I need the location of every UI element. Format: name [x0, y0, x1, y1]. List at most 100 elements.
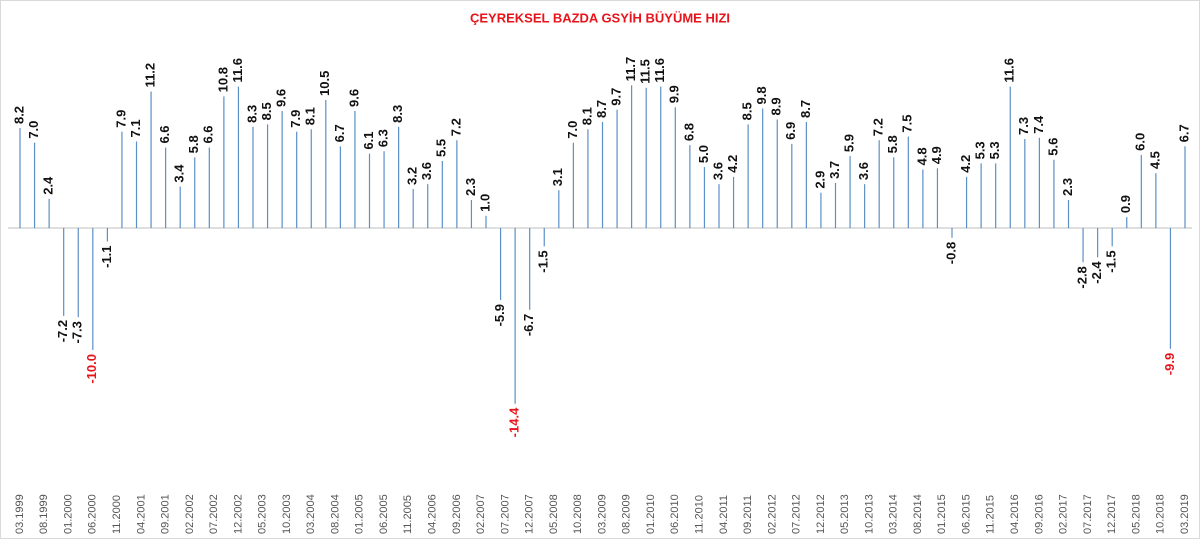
value-label: 2.9 [812, 171, 827, 189]
x-tick-label: 05.2008 [548, 494, 560, 534]
value-label: 7.3 [1016, 117, 1031, 135]
value-label: -2.4 [1089, 261, 1104, 284]
x-tick-label: 12.2017 [1106, 494, 1118, 534]
x-tick-label: 05.2003 [257, 494, 269, 534]
value-label: 11.7 [623, 57, 638, 82]
x-tick-label: 08.2009 [621, 494, 633, 534]
value-label: 4.8 [914, 147, 929, 165]
x-tick-label: 08.1999 [38, 494, 50, 534]
value-label: 6.7 [1176, 124, 1191, 142]
value-label: 8.7 [594, 100, 609, 118]
x-tick-label: 01.2005 [354, 494, 366, 534]
x-tick-label: 10.2018 [1155, 494, 1167, 534]
value-label: -2.8 [1075, 266, 1090, 288]
x-tick-label: 04.2006 [427, 494, 439, 534]
value-label: 9.6 [274, 89, 289, 107]
value-label: 5.6 [1045, 138, 1060, 156]
value-label: 2.3 [1060, 178, 1075, 196]
value-label: 6.6 [157, 125, 172, 143]
value-label: 4.5 [1147, 151, 1162, 169]
x-tick-label: 01.2010 [645, 494, 657, 534]
value-label: 10.5 [317, 71, 332, 96]
value-label: 9.7 [609, 88, 624, 106]
value-label: -5.9 [492, 304, 507, 326]
value-label: 6.8 [681, 123, 696, 141]
value-label: 6.7 [332, 124, 347, 142]
x-tick-label: 02.2007 [475, 494, 487, 534]
value-label: 2.4 [41, 176, 56, 195]
x-tick-label: 12.2007 [524, 494, 536, 534]
value-label: 3.4 [172, 164, 187, 183]
value-label: -1.5 [1104, 250, 1119, 272]
value-label: 7.0 [26, 121, 41, 139]
value-label: 5.9 [842, 134, 857, 152]
x-tick-label: 01.2015 [936, 494, 948, 534]
x-tick-label: 10.2013 [863, 494, 875, 534]
value-label: 9.6 [346, 89, 361, 107]
x-tick-label: 01.2000 [62, 494, 74, 534]
value-label: -7.3 [70, 321, 85, 343]
x-tick-label: 03.2014 [888, 494, 900, 534]
chart-title: ÇEYREKSEL BAZDA GSYİH BÜYÜME HIZI [470, 10, 730, 25]
value-label: 7.2 [448, 118, 463, 136]
value-label: 6.3 [376, 129, 391, 147]
value-label: 0.9 [1118, 195, 1133, 213]
x-tick-label: 04.2011 [718, 495, 730, 534]
value-label: 4.2 [958, 155, 973, 173]
x-tick-label: 03.2019 [1179, 494, 1191, 534]
value-label: 11.5 [638, 59, 653, 84]
x-tick-label: 05.2018 [1130, 494, 1142, 534]
x-tick-label: 09.2016 [1033, 494, 1045, 534]
value-label: -6.7 [521, 314, 536, 336]
value-label: -1.1 [99, 245, 114, 267]
x-tick-label: 10.2008 [572, 494, 584, 534]
x-tick-label: 08.2014 [912, 494, 924, 534]
x-tick-label: 02.2017 [1058, 494, 1070, 534]
value-label: 3.2 [405, 167, 420, 185]
value-label: 3.6 [710, 162, 725, 180]
value-label: 9.9 [667, 85, 682, 103]
value-label: 7.0 [565, 121, 580, 139]
value-label: 10.8 [215, 67, 230, 92]
value-label: 8.1 [303, 107, 318, 125]
x-tick-label: 05.2013 [839, 494, 851, 534]
value-label: -10.0 [84, 354, 99, 384]
x-tick-label: 12.2002 [232, 494, 244, 534]
value-label: 3.6 [419, 162, 434, 180]
x-tick-label: 11.2010 [693, 495, 705, 534]
value-label: 5.5 [434, 139, 449, 157]
x-tick-label: 07.2012 [791, 494, 803, 534]
value-label: 8.5 [259, 102, 274, 120]
value-label: 4.2 [725, 155, 740, 173]
x-tick-label: 06.2010 [669, 494, 681, 534]
value-label: -14.4 [507, 407, 522, 437]
value-label: 5.8 [885, 135, 900, 153]
x-tick-label: 06.2000 [87, 494, 99, 534]
x-tick-label: 11.2000 [111, 495, 123, 534]
value-label: 7.9 [113, 110, 128, 128]
value-label: 3.6 [856, 162, 871, 180]
value-label: -7.2 [55, 320, 70, 342]
value-label: 8.2 [11, 106, 26, 124]
value-label: 5.0 [696, 145, 711, 163]
value-label: 6.1 [361, 132, 376, 150]
value-label: -9.9 [1162, 353, 1177, 375]
value-label: 8.5 [740, 102, 755, 120]
value-label: 7.1 [128, 119, 143, 137]
x-tick-label: 09.2006 [451, 494, 463, 534]
value-label: 5.8 [186, 135, 201, 153]
x-tick-label: 04.2016 [1009, 494, 1021, 534]
value-label: -1.5 [536, 250, 551, 272]
x-tick-label: 07.2007 [499, 494, 511, 534]
x-tick-label: 11.2005 [402, 495, 414, 534]
x-tick-label: 12.2012 [815, 494, 827, 534]
value-label: 11.6 [1002, 58, 1017, 83]
value-label: 11.2 [143, 63, 158, 88]
value-label: 8.1 [579, 107, 594, 125]
value-label: 4.9 [929, 146, 944, 164]
value-label: 5.3 [973, 141, 988, 159]
value-label: 7.5 [900, 114, 915, 132]
value-label: -0.8 [943, 242, 958, 264]
